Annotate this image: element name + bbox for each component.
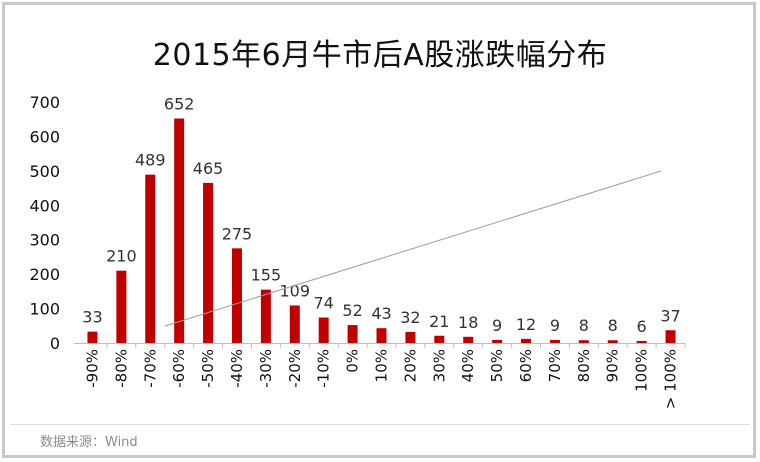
y-tick-label: 500 — [29, 162, 60, 181]
bar — [289, 305, 300, 343]
source-note: 数据来源：Wind — [40, 435, 138, 450]
data-label: 652 — [164, 95, 195, 114]
y-axis: 0 100 200 300 400 500 600 700 — [29, 93, 60, 353]
bar — [347, 325, 358, 343]
bar — [116, 270, 127, 343]
bar — [434, 335, 445, 343]
y-tick-label: 400 — [29, 196, 60, 215]
data-label: 6 — [637, 317, 647, 336]
x-tick-label: -40% — [228, 349, 246, 388]
bar — [318, 317, 329, 343]
chart-frame — [2, 2, 756, 458]
bar — [549, 339, 560, 343]
bar — [521, 338, 532, 343]
bar — [203, 182, 214, 343]
x-tick-label: -80% — [112, 349, 130, 388]
data-label: 32 — [400, 308, 420, 327]
x-tick-label: 50% — [488, 349, 506, 382]
x-tick-label: 30% — [430, 349, 448, 382]
data-label: 8 — [579, 316, 589, 335]
data-label: 74 — [314, 294, 334, 313]
chart-title: 2015年6月牛市后A股涨跌幅分布 — [152, 38, 608, 73]
data-label: 155 — [251, 266, 282, 285]
data-label: 9 — [492, 316, 502, 335]
x-tick-label: > 100% — [662, 349, 680, 409]
bar-series — [87, 118, 676, 343]
data-label: 8 — [608, 316, 618, 335]
x-tick-label: -50% — [199, 349, 217, 388]
data-label: 210 — [106, 247, 137, 266]
bar — [665, 330, 676, 343]
x-tick-label: -60% — [170, 349, 188, 388]
x-tick-label: 60% — [517, 349, 535, 382]
bar — [492, 339, 503, 343]
data-label: 12 — [516, 315, 536, 334]
data-label: 275 — [222, 224, 253, 243]
bar — [405, 331, 416, 343]
data-label: 52 — [342, 301, 362, 320]
y-tick-label: 700 — [29, 93, 60, 112]
data-label: 9 — [550, 316, 560, 335]
bar — [145, 174, 156, 343]
bar — [578, 340, 589, 343]
bar — [463, 336, 474, 343]
data-label: 18 — [458, 313, 478, 332]
data-label: 43 — [371, 304, 391, 323]
trend-line — [164, 170, 662, 327]
y-tick-label: 100 — [29, 300, 60, 319]
x-tick-label: 20% — [401, 349, 419, 382]
data-label: 33 — [82, 308, 102, 327]
x-tick-label: -70% — [141, 349, 159, 388]
bar — [174, 118, 185, 343]
y-tick-label: 300 — [29, 231, 60, 250]
data-label: 21 — [429, 312, 449, 331]
x-tick-label: 80% — [575, 349, 593, 382]
data-label: 489 — [135, 151, 166, 170]
bar — [231, 248, 242, 343]
x-tick-label: 70% — [546, 349, 564, 382]
data-label: 109 — [280, 281, 311, 300]
x-axis: -90% -80% -70% -60% -50% -40% -30% -20% -10% 0% 10… — [74, 343, 686, 409]
x-tick-label: 90% — [604, 349, 622, 382]
bar — [376, 328, 387, 343]
x-tick-label: -20% — [286, 349, 304, 388]
x-tick-label: 100% — [633, 349, 651, 392]
y-tick-label: 0 — [50, 334, 60, 353]
y-tick-label: 200 — [29, 265, 60, 284]
bar — [636, 340, 647, 343]
bar — [607, 340, 618, 343]
data-label: 465 — [193, 159, 224, 178]
bar — [87, 331, 98, 343]
bar — [260, 289, 271, 343]
x-tick-label: 0% — [344, 349, 362, 373]
x-tick-label: -90% — [83, 349, 101, 388]
data-label: 37 — [660, 306, 680, 325]
y-tick-label: 600 — [29, 127, 60, 146]
x-tick-label: -30% — [257, 349, 275, 388]
footer-divider — [10, 424, 750, 425]
x-tick-label: -10% — [315, 349, 333, 388]
x-tick-label: 40% — [459, 349, 477, 382]
x-tick-label: 10% — [373, 349, 391, 382]
